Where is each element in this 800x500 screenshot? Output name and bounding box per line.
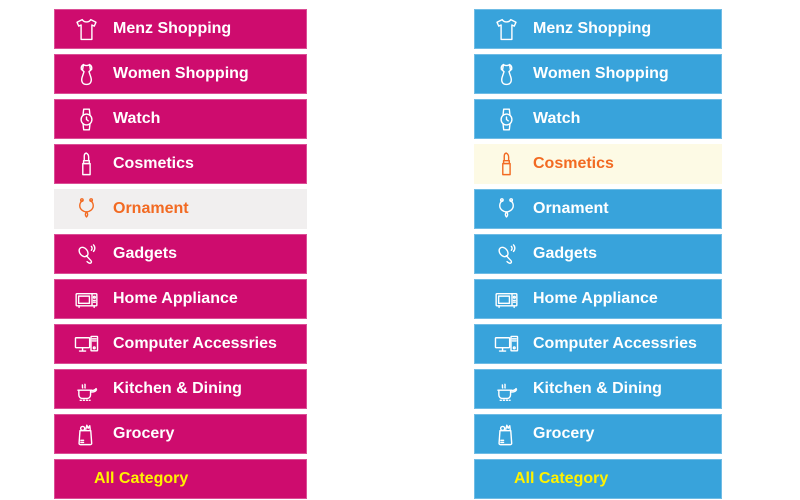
- menu-item-label: Kitchen & Dining: [533, 380, 662, 397]
- lipstick-icon: [73, 151, 100, 178]
- menu-item-all-category[interactable]: All Category: [474, 459, 722, 499]
- menu-item-label: Kitchen & Dining: [113, 380, 242, 397]
- dress-icon: [493, 61, 520, 88]
- necklace-icon: [73, 196, 100, 223]
- menu-item-all-category[interactable]: All Category: [54, 459, 307, 499]
- watch-icon: [493, 106, 520, 133]
- grocery-bag-icon: [493, 421, 520, 448]
- watch-icon: [73, 106, 100, 133]
- menu-item-label: Women Shopping: [113, 65, 249, 82]
- menu-item-home-appliance[interactable]: Home Appliance: [474, 279, 722, 319]
- menu-item-label: Menz Shopping: [533, 20, 652, 37]
- menu-item-women-shopping[interactable]: Women Shopping: [54, 54, 307, 94]
- headset-icon: [493, 241, 520, 268]
- menu-item-cosmetics[interactable]: Cosmetics: [54, 144, 307, 184]
- tshirt-icon: [73, 16, 100, 43]
- menu-item-label: Women Shopping: [533, 65, 669, 82]
- menu-item-menz-shopping[interactable]: Menz Shopping: [474, 9, 722, 49]
- menu-item-watch[interactable]: Watch: [474, 99, 722, 139]
- menu-item-label: All Category: [94, 470, 189, 487]
- cooking-pot-icon: [493, 376, 520, 403]
- menu-item-label: Gadgets: [113, 245, 178, 262]
- menu-item-label: Computer Accessries: [113, 335, 277, 352]
- menu-item-label: Watch: [533, 110, 581, 127]
- menu-item-gadgets[interactable]: Gadgets: [474, 234, 722, 274]
- menu-item-ornament[interactable]: Ornament: [474, 189, 722, 229]
- necklace-icon: [493, 196, 520, 223]
- menu-item-label: All Category: [514, 470, 609, 487]
- menu-item-grocery[interactable]: Grocery: [54, 414, 307, 454]
- cooking-pot-icon: [73, 376, 100, 403]
- menu-item-label: Ornament: [533, 200, 609, 217]
- menu-item-label: Ornament: [113, 200, 189, 217]
- menu-item-ornament[interactable]: Ornament: [54, 189, 307, 229]
- category-menu-pink: Menz Shopping Women Shopping Watch Cosmetic…: [54, 9, 307, 499]
- category-menu-blue: Menz Shopping Women Shopping Watch Cosmetic…: [474, 9, 722, 499]
- headset-icon: [73, 241, 100, 268]
- menu-item-label: Cosmetics: [113, 155, 194, 172]
- menu-item-grocery[interactable]: Grocery: [474, 414, 722, 454]
- menu-item-label: Menz Shopping: [113, 20, 232, 37]
- menu-item-home-appliance[interactable]: Home Appliance: [54, 279, 307, 319]
- microwave-icon: [73, 286, 100, 313]
- menu-item-label: Home Appliance: [113, 290, 238, 307]
- menu-item-computer-accessries[interactable]: Computer Accessries: [54, 324, 307, 364]
- menu-item-women-shopping[interactable]: Women Shopping: [474, 54, 722, 94]
- menu-item-label: Home Appliance: [533, 290, 658, 307]
- menu-item-kitchen-dining[interactable]: Kitchen & Dining: [474, 369, 722, 409]
- menu-item-cosmetics[interactable]: Cosmetics: [474, 144, 722, 184]
- menu-item-gadgets[interactable]: Gadgets: [54, 234, 307, 274]
- menu-item-label: Computer Accessries: [533, 335, 697, 352]
- computer-icon: [73, 331, 100, 358]
- menu-item-label: Grocery: [533, 425, 595, 442]
- computer-icon: [493, 331, 520, 358]
- dress-icon: [73, 61, 100, 88]
- menu-item-watch[interactable]: Watch: [54, 99, 307, 139]
- menu-item-label: Watch: [113, 110, 161, 127]
- microwave-icon: [493, 286, 520, 313]
- menu-item-label: Cosmetics: [533, 155, 614, 172]
- lipstick-icon: [493, 151, 520, 178]
- tshirt-icon: [493, 16, 520, 43]
- menu-item-label: Grocery: [113, 425, 175, 442]
- grocery-bag-icon: [73, 421, 100, 448]
- menu-item-menz-shopping[interactable]: Menz Shopping: [54, 9, 307, 49]
- menu-item-kitchen-dining[interactable]: Kitchen & Dining: [54, 369, 307, 409]
- menu-item-computer-accessries[interactable]: Computer Accessries: [474, 324, 722, 364]
- menu-item-label: Gadgets: [533, 245, 598, 262]
